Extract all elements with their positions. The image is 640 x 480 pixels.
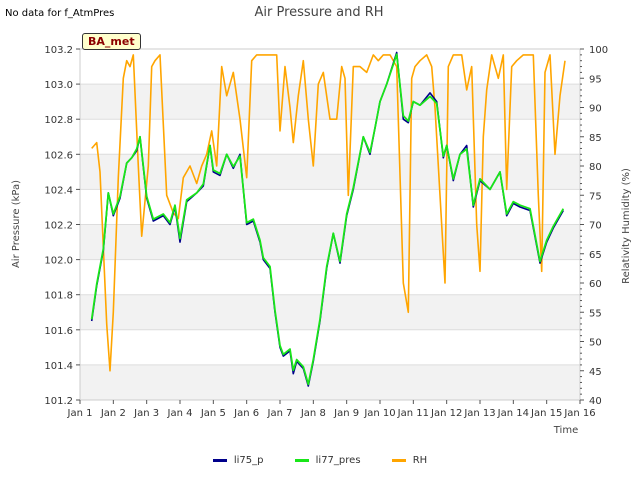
y-axis-label: Air Pressure (kPa) [11, 180, 22, 268]
x-tick-label: Jan 14 [497, 408, 529, 419]
x-tick-label: Jan 11 [397, 408, 429, 419]
x-axis-label: Time [553, 425, 578, 436]
legend-swatch-rh [391, 459, 406, 462]
legend-label-li77-pres: li77_pres [315, 455, 361, 466]
chart-title: Air Pressure and RH [254, 5, 383, 20]
y-tick-label: 101.6 [44, 326, 73, 337]
y2-tick-label: 90 [589, 104, 602, 115]
y2-tick-label: 70 [589, 221, 602, 232]
grid-band [80, 189, 580, 225]
x-tick-label: Jan 8 [300, 408, 326, 419]
y2-tick-label: 85 [589, 133, 602, 144]
x-tick-label: Jan 13 [463, 408, 495, 419]
y-tick-label: 102.2 [44, 221, 73, 232]
legend-label-li75-p: li75_p [233, 455, 264, 466]
x-tick-label: Jan 2 [100, 408, 126, 419]
series-line-rh [91, 54, 566, 372]
grid-band [80, 294, 580, 330]
x-tick-label: Jan 9 [333, 408, 359, 419]
x-tick-label: Jan 6 [233, 408, 259, 419]
legend-swatch-li75-p [212, 459, 227, 462]
grid-band [80, 259, 580, 295]
y2-tick-label: 55 [589, 308, 602, 319]
y-tick-label: 102.4 [44, 185, 73, 196]
legend-swatch-li77-pres [294, 459, 309, 462]
y-tick-label: 103.2 [44, 45, 73, 56]
y-tick-label: 102.6 [44, 150, 73, 161]
y-tick-label: 102.8 [44, 115, 73, 126]
x-axis: Jan 1 Jan 2 Jan 3 Jan 4 Jan 5 Jan 6 Jan 7 Jan 8… [67, 400, 596, 419]
x-tick-label: Jan 7 [267, 408, 293, 419]
y-tick-label: 101.4 [44, 361, 73, 372]
station-label: BA_met [82, 33, 141, 50]
x-tick-label: Jan 15 [530, 408, 562, 419]
y-tick-label: 102.0 [44, 256, 73, 267]
no-data-note: No data for f_AtmPres [5, 8, 115, 19]
x-tick-label: Jan 4 [167, 408, 193, 419]
legend-label-rh: RH [412, 455, 428, 466]
y-axis-left: 101.2 101.4 101.6 101.8 102.0 102.2 102.4 102.6… [44, 45, 80, 407]
legend-item-li77-pres: li77_pres [294, 455, 361, 466]
y2-axis-label: Relativity Humidity (%) [621, 168, 632, 284]
x-tick-label: Jan 1 [67, 408, 93, 419]
y2-tick-label: 65 [589, 250, 602, 261]
legend-item-li75-p: li75_p [212, 455, 264, 466]
y2-tick-label: 80 [589, 162, 602, 173]
x-tick-label: Jan 10 [363, 408, 395, 419]
y2-tick-label: 75 [589, 191, 602, 202]
x-tick-label: Jan 12 [430, 408, 462, 419]
grid-band [80, 154, 580, 190]
x-tick-label: Jan 16 [563, 408, 595, 419]
y2-tick-label: 60 [589, 279, 602, 290]
grid-band [80, 329, 580, 365]
y-axis-right: 40 45 50 55 60 65 70 75 80 85 90 95 100 [580, 45, 608, 407]
x-tick-label: Jan 5 [200, 408, 226, 419]
y-tick-label: 101.8 [44, 291, 73, 302]
grid-band [80, 49, 580, 85]
y2-tick-label: 50 [589, 338, 602, 349]
y2-tick-label: 40 [589, 396, 602, 407]
series-lines [90, 51, 566, 387]
y2-tick-label: 45 [589, 367, 602, 378]
x-tick-label: Jan 3 [133, 408, 159, 419]
y-tick-label: 103.0 [44, 80, 73, 91]
legend: li75_p li77_pres RH [0, 454, 640, 466]
y-tick-label: 101.2 [44, 396, 73, 407]
y2-tick-label: 100 [589, 45, 608, 56]
legend-item-rh: RH [391, 455, 428, 466]
grid-band [80, 364, 580, 400]
y2-tick-label: 95 [589, 74, 602, 85]
series-line-li77-pres [90, 53, 565, 386]
